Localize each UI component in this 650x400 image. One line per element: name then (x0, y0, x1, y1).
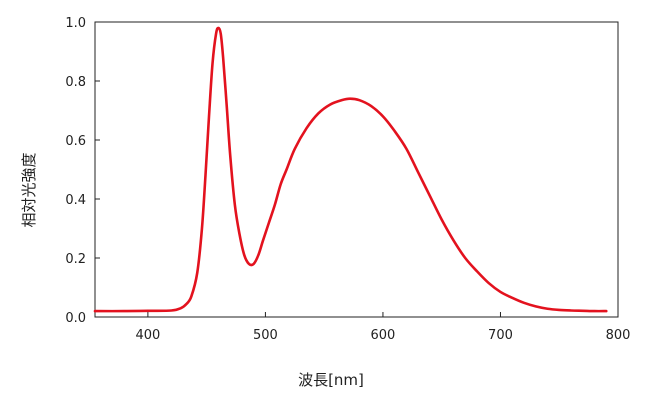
y-tick-label: 0.8 (65, 75, 86, 90)
y-tick-label: 0.4 (65, 193, 86, 208)
y-tick-label: 0.2 (65, 252, 86, 267)
y-axis-title: 相対光強度 (20, 152, 38, 227)
x-tick-label: 500 (253, 328, 278, 343)
y-tick-label: 0.6 (65, 134, 86, 149)
spectrum-series-line (93, 26, 608, 313)
plot-frame (94, 21, 619, 318)
x-tick-label: 600 (371, 328, 396, 343)
x-tick-label: 800 (606, 328, 631, 343)
y-tick-label: 0.0 (65, 311, 86, 326)
x-tick-label: 700 (488, 328, 513, 343)
x-tick-label: 400 (135, 328, 160, 343)
x-axis: 400 500 600 700 800 (135, 312, 630, 343)
x-axis-title: 波長[nm] (298, 371, 364, 389)
y-tick-label: 1.0 (65, 16, 86, 31)
y-axis: 0.0 0.2 0.4 0.6 0.8 1.0 (65, 16, 100, 326)
